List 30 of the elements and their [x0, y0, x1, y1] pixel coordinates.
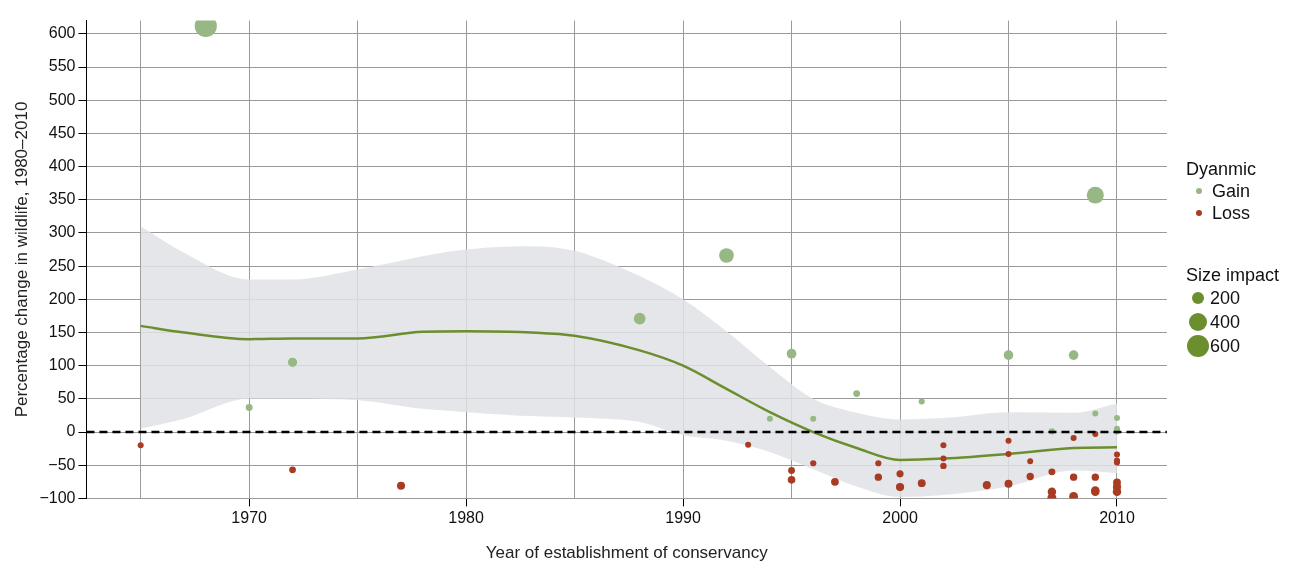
y-tick-label: 600	[48, 24, 76, 42]
x-tick-label: 1990	[665, 509, 701, 527]
y-tick-label: −50	[48, 455, 76, 473]
y-tick-label: 0	[66, 422, 76, 440]
y-tick-label: 50	[57, 389, 76, 407]
y-tick-label: 500	[48, 90, 76, 108]
y-tick-label: 400	[48, 157, 76, 174]
line-series	[139, 324, 1119, 462]
y-tick-label: 300	[48, 223, 76, 241]
y-tick-label: 100	[48, 356, 76, 374]
y-tick-label: 450	[48, 123, 76, 141]
y-tick-label: 200	[48, 289, 76, 307]
x-axis-title: Year of establishment of conservancy	[485, 543, 769, 563]
x-tick-label: 2010	[1099, 509, 1135, 527]
legend-label: Gain	[1212, 180, 1251, 202]
legend-title: Dyanmic	[1186, 158, 1257, 180]
legend-label: 400	[1210, 311, 1241, 333]
x-tick-label: 1970	[231, 509, 268, 527]
legend-label: 200	[1210, 287, 1241, 309]
text: Size impact	[1186, 264, 1280, 286]
x-tick-label: 1980	[448, 509, 485, 527]
y-tick-label: 550	[48, 57, 76, 75]
legend-label: 600	[1210, 335, 1241, 357]
legend-label: Loss	[1212, 202, 1251, 224]
y-tick-label: 250	[48, 256, 76, 274]
y-axis-title: Percentage change in wildlife, 1980–2010	[11, 101, 31, 418]
y-tick-label: 350	[48, 190, 76, 208]
y-tick-label: 150	[48, 322, 76, 340]
y-tick-label: −100	[39, 488, 76, 506]
x-tick-label: 2000	[882, 509, 918, 527]
